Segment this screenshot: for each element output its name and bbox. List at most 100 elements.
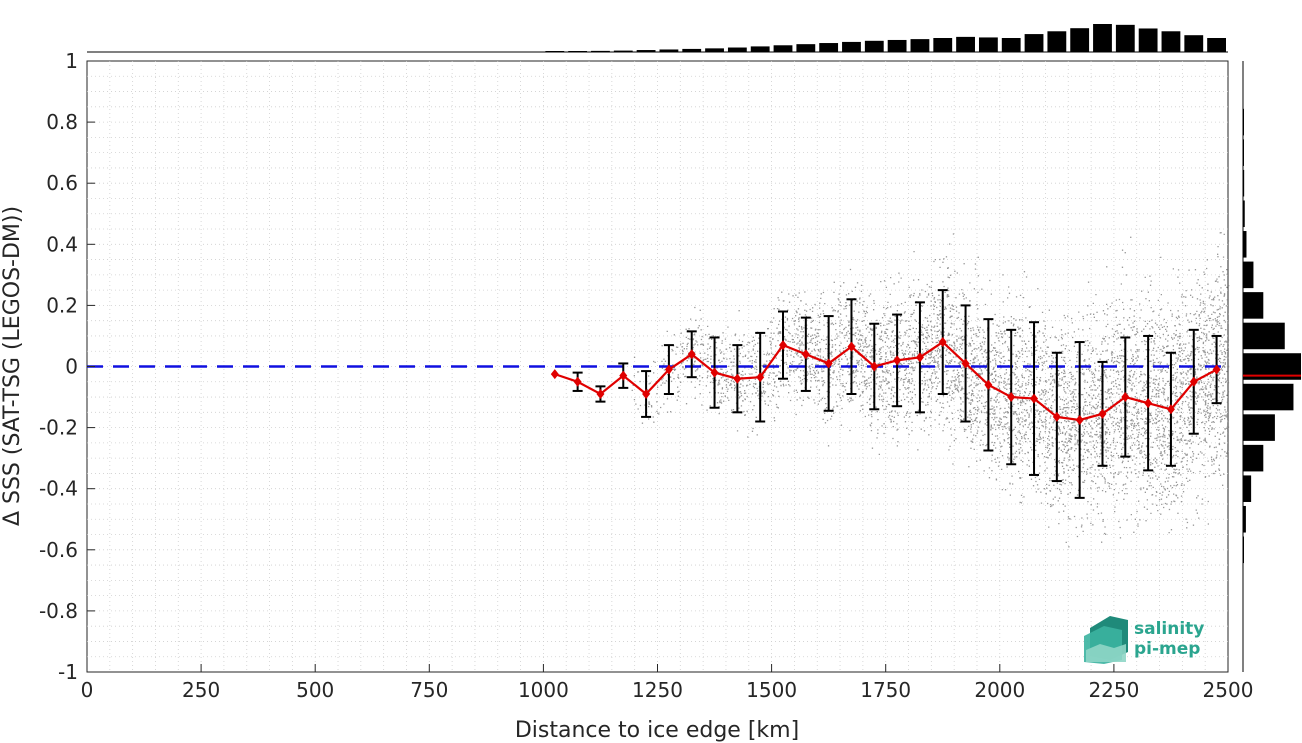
top-histogram-bars	[545, 24, 1226, 52]
right-histogram-bar	[1243, 414, 1275, 441]
x-tick-label: 1250	[632, 678, 683, 702]
x-tick-label: 0	[81, 678, 94, 702]
mean-marker	[870, 361, 879, 372]
y-tick-label: 0.2	[46, 293, 78, 317]
mean-marker	[1189, 376, 1198, 387]
right-histogram-bar	[1243, 231, 1247, 258]
top-histogram-bar	[568, 51, 588, 52]
mean-marker	[687, 349, 696, 360]
right-histogram-bars	[1243, 108, 1301, 564]
right-histogram-bar	[1243, 108, 1244, 136]
right-histogram-bar	[1243, 139, 1244, 166]
top-histogram-bar	[933, 38, 953, 52]
right-histogram-bar	[1243, 383, 1294, 411]
top-histogram-bar	[1047, 31, 1067, 52]
top-histogram-bar	[842, 41, 861, 52]
mean-marker	[779, 340, 788, 351]
right-histogram-bar	[1243, 475, 1252, 502]
y-tick-label: -1	[58, 660, 78, 684]
logo-mark-icon	[1084, 616, 1128, 664]
y-axis-label: Δ SSS (SAT-TSG (LEGOS-DM))	[0, 206, 25, 526]
mean-marker	[984, 379, 993, 390]
top-histogram-bar	[773, 45, 793, 52]
main-plot: 0 250 500 750 1000 1250 1500 1750 2000 2250 2500 -…	[0, 49, 1253, 743]
mean-marker	[550, 369, 559, 380]
top-histogram-bar	[864, 40, 884, 52]
mean-marker	[1212, 364, 1221, 375]
mean-marker	[664, 364, 673, 375]
y-tick-label: 1	[65, 49, 78, 73]
y-tick-label: -0.6	[39, 538, 78, 562]
top-histogram-bar	[796, 44, 816, 52]
top-histogram-bar	[705, 48, 724, 52]
top-histogram-bar	[636, 50, 656, 52]
mean-marker	[596, 388, 605, 399]
top-histogram-bar	[956, 36, 975, 52]
mean-marker	[1030, 393, 1039, 404]
salinity-pimep-logo: salinity pi-mep	[1084, 616, 1204, 664]
mean-marker	[1144, 398, 1153, 409]
y-tick-label: 0.6	[46, 171, 78, 195]
mean-marker	[1075, 414, 1084, 425]
mean-marker	[1052, 411, 1061, 422]
mean-marker	[1098, 408, 1107, 419]
right-histogram-bar	[1243, 322, 1285, 350]
mean-series-markers	[550, 337, 1221, 425]
y-tick-label: 0.8	[46, 110, 78, 134]
right-histogram-bar	[1243, 261, 1254, 289]
x-tick-label: 2000	[974, 678, 1025, 702]
top-histogram-bar	[1184, 35, 1204, 52]
top-histogram-bar	[1070, 28, 1090, 52]
top-histogram-bar	[1115, 24, 1135, 52]
top-histogram-bar	[1207, 38, 1226, 52]
y-axis: -1 -0.8 -0.6 -0.4 -0.2 0 0.2 0.4 0.6 0.8 1	[39, 49, 95, 684]
top-histogram-bar	[1093, 24, 1112, 52]
x-tick-label: 2500	[1203, 678, 1254, 702]
mean-marker	[619, 370, 628, 381]
mean-marker	[1121, 392, 1130, 403]
right-histogram-bar	[1243, 444, 1264, 472]
top-histogram	[87, 24, 1228, 53]
right-histogram-bar	[1243, 505, 1246, 533]
x-tick-label: 1750	[860, 678, 911, 702]
mean-series-line	[554, 340, 1218, 422]
x-tick-label: 1500	[746, 678, 797, 702]
x-axis-label: Distance to ice edge [km]	[515, 718, 799, 743]
top-histogram-bar	[1001, 38, 1021, 52]
top-histogram-bar	[545, 51, 565, 52]
mean-marker	[733, 373, 742, 384]
right-histogram	[1242, 61, 1301, 672]
top-histogram-bar	[819, 43, 839, 52]
y-tick-label: -0.8	[39, 599, 78, 623]
top-histogram-bar	[978, 37, 998, 52]
logo-text-line1: salinity	[1134, 619, 1204, 639]
mean-marker	[710, 367, 719, 378]
y-tick-label: -0.2	[39, 416, 78, 440]
right-histogram-bar	[1243, 200, 1245, 228]
mean-marker	[824, 358, 833, 369]
top-histogram-bar	[591, 50, 610, 52]
x-tick-label: 1000	[518, 678, 569, 702]
mean-marker	[573, 376, 582, 387]
right-histogram-bar	[1243, 169, 1245, 197]
top-histogram-bar	[682, 48, 702, 52]
x-axis: 0 250 500 750 1000 1250 1500 1750 2000 2250 2500	[81, 664, 1254, 702]
top-histogram-bar	[727, 47, 747, 52]
mean-marker	[1166, 404, 1175, 415]
mean-marker	[961, 358, 970, 369]
y-tick-label: 0	[65, 355, 78, 379]
right-histogram-bar	[1243, 536, 1244, 564]
top-histogram-bar	[659, 49, 679, 52]
logo-text-line2: pi-mep	[1134, 639, 1200, 659]
top-histogram-bar	[750, 46, 770, 52]
x-tick-label: 750	[410, 678, 448, 702]
top-histogram-bar	[910, 39, 930, 52]
right-histogram-bar	[1243, 292, 1264, 319]
top-histogram-bar	[613, 50, 633, 52]
top-histogram-bar	[1138, 28, 1158, 52]
mean-marker	[847, 341, 856, 352]
y-tick-label: -0.4	[39, 477, 78, 501]
x-tick-label: 500	[296, 678, 334, 702]
mean-marker	[642, 388, 651, 399]
